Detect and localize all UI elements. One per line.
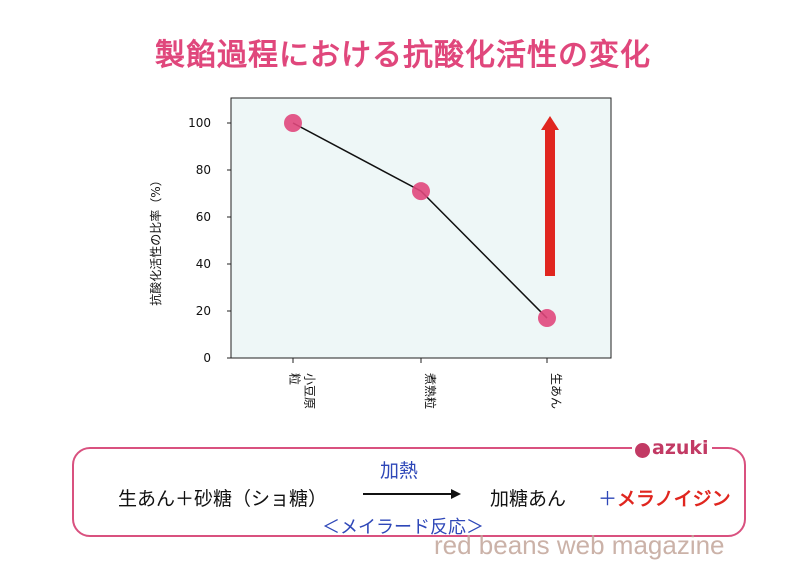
series-line [284, 114, 556, 328]
bean-logo-icon [635, 443, 650, 458]
reaction-product: 加糖あん [490, 488, 567, 510]
y-tick-label: 0 [203, 351, 211, 365]
x-tick-label: 生あん [549, 373, 563, 409]
increase-arrow [541, 116, 559, 276]
x-tick-label: 煮熟粒 [423, 373, 438, 409]
y-tick-label: 100 [188, 116, 211, 130]
svg-text:小豆原: 小豆原 [303, 373, 317, 409]
logo-text: azuki [652, 437, 709, 459]
reaction-arrow-label: 加熱 [380, 460, 419, 482]
data-point-2 [412, 182, 430, 201]
reaction-arrow-icon [363, 489, 461, 499]
svg-text:煮熟粒: 煮熟粒 [423, 373, 438, 409]
reaction-reactants: 生あん＋砂糖（ショ糖） [118, 488, 328, 510]
y-tick-label: 60 [196, 210, 211, 224]
reaction-plus: ＋ [598, 488, 618, 510]
azuki-logo: azuki [632, 438, 712, 462]
reaction-box [72, 447, 746, 537]
data-point-3 [538, 309, 556, 328]
arrow-shaft [545, 128, 555, 276]
svg-text:粒: 粒 [288, 373, 303, 385]
y-axis-label: 抗酸化活性の比率（%） [148, 174, 163, 305]
page-title: 製餡過程における抗酸化活性の変化 [155, 38, 651, 73]
data-point-1 [284, 114, 302, 132]
y-tick-label: 80 [196, 163, 211, 177]
y-tick-label: 40 [196, 257, 211, 271]
reaction-name: ＜メイラード反応＞ [322, 517, 484, 538]
svg-text:生あん: 生あん [549, 373, 563, 409]
y-axis: 0 20 40 60 80 100 [188, 116, 231, 365]
y-tick-label: 20 [196, 304, 211, 318]
watermark: red beans web magazine [434, 530, 725, 560]
reaction-melanoidin: メラノイジン [617, 488, 731, 510]
arrow-head [541, 116, 559, 130]
